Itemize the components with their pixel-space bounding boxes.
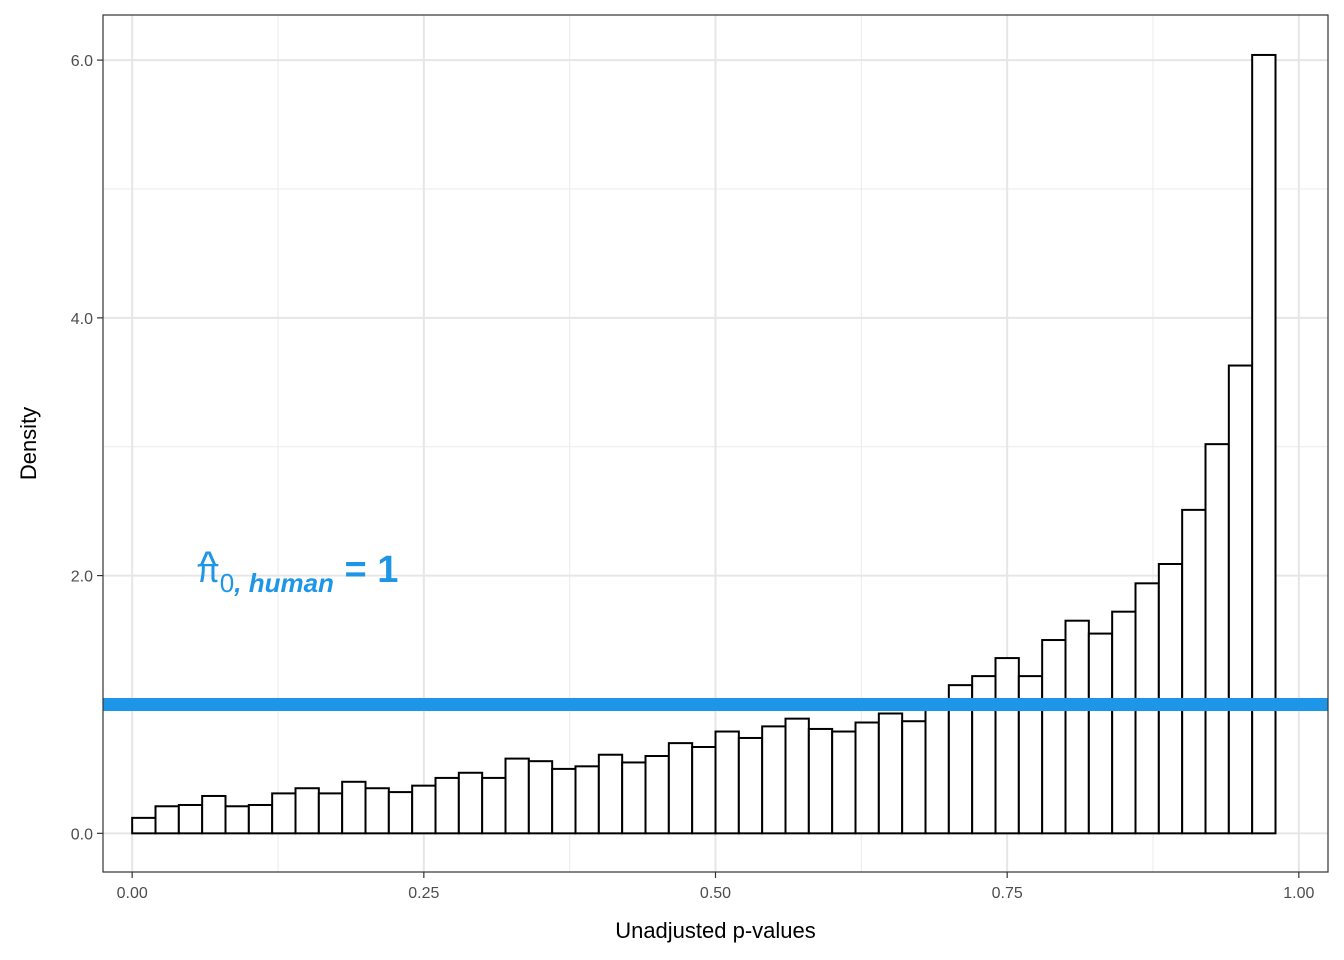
- histogram-bar: [901, 720, 927, 835]
- histogram-bars: [131, 53, 1277, 835]
- histogram-bar: [387, 791, 414, 835]
- equals-value: = 1: [334, 549, 398, 591]
- x-tick-label: 0.00: [117, 885, 148, 902]
- histogram-bar: [1181, 508, 1207, 835]
- x-tick-label: 0.75: [992, 885, 1023, 902]
- x-tick-label: 0.25: [408, 885, 439, 902]
- histogram-bar: [177, 803, 204, 835]
- histogram-bar: [924, 703, 950, 835]
- histogram-bar: [481, 776, 507, 835]
- histogram-bar: [574, 765, 600, 835]
- y-tick-label: 0.0: [71, 826, 93, 843]
- subscript-label: , human: [233, 568, 334, 598]
- histogram-bar: [831, 730, 857, 835]
- pi0-annotation: π0, human = 1: [196, 549, 398, 598]
- hat-accent: ^: [199, 546, 217, 579]
- histogram-bar: [1064, 619, 1090, 835]
- histogram-bar: [714, 730, 740, 835]
- histogram-bar: [691, 745, 717, 835]
- y-axis-ticks: 0.0 2.0 4.0 6.0: [71, 53, 103, 843]
- y-axis-title: Density: [16, 407, 41, 480]
- y-tick-label: 4.0: [71, 311, 93, 328]
- y-tick-label: 6.0: [71, 53, 93, 70]
- histogram-bar: [854, 721, 880, 835]
- histogram-bar: [434, 776, 460, 835]
- histogram-bar: [247, 803, 274, 835]
- histogram-bar: [1204, 443, 1230, 835]
- histogram-bar: [551, 767, 577, 835]
- histogram-bar: [737, 736, 764, 835]
- histogram-bar: [1227, 364, 1254, 835]
- histogram-bar: [201, 794, 227, 835]
- histogram-bar: [527, 760, 554, 835]
- pi-symbol: π: [196, 552, 219, 590]
- histogram-bar: [761, 725, 787, 835]
- histogram-bar: [317, 792, 344, 835]
- histogram-bar: [667, 742, 694, 835]
- histogram-bar: [131, 816, 157, 835]
- subscript-zero: 0: [220, 568, 234, 598]
- histogram-bar: [411, 784, 437, 835]
- histogram-bar: [271, 792, 297, 835]
- x-axis-ticks: 0.00 0.25 0.50 0.75 1.00: [117, 872, 1315, 902]
- histogram-bar: [1251, 53, 1277, 835]
- histogram-bar: [621, 761, 647, 835]
- histogram-bar: [154, 805, 180, 835]
- histogram-bar: [877, 712, 904, 835]
- x-tick-label: 0.50: [700, 885, 731, 902]
- histogram-bar: [1111, 610, 1137, 835]
- histogram-bar: [457, 771, 484, 835]
- histogram-bar: [644, 755, 670, 835]
- histogram-bar: [994, 657, 1020, 835]
- x-axis-title: Unadjusted p-values: [615, 918, 816, 943]
- histogram-bar: [364, 787, 390, 835]
- histogram-bar: [597, 753, 624, 835]
- x-tick-label: 1.00: [1283, 885, 1314, 902]
- histogram-bar: [224, 805, 250, 835]
- histogram-bar: [807, 727, 834, 835]
- histogram-bar: [784, 717, 810, 835]
- histogram-bar: [294, 787, 320, 835]
- histogram-bar: [341, 780, 367, 835]
- y-tick-label: 2.0: [71, 569, 93, 586]
- histogram-bar: [504, 757, 530, 835]
- histogram-bar: [1087, 632, 1114, 835]
- histogram-bar: [1041, 639, 1067, 835]
